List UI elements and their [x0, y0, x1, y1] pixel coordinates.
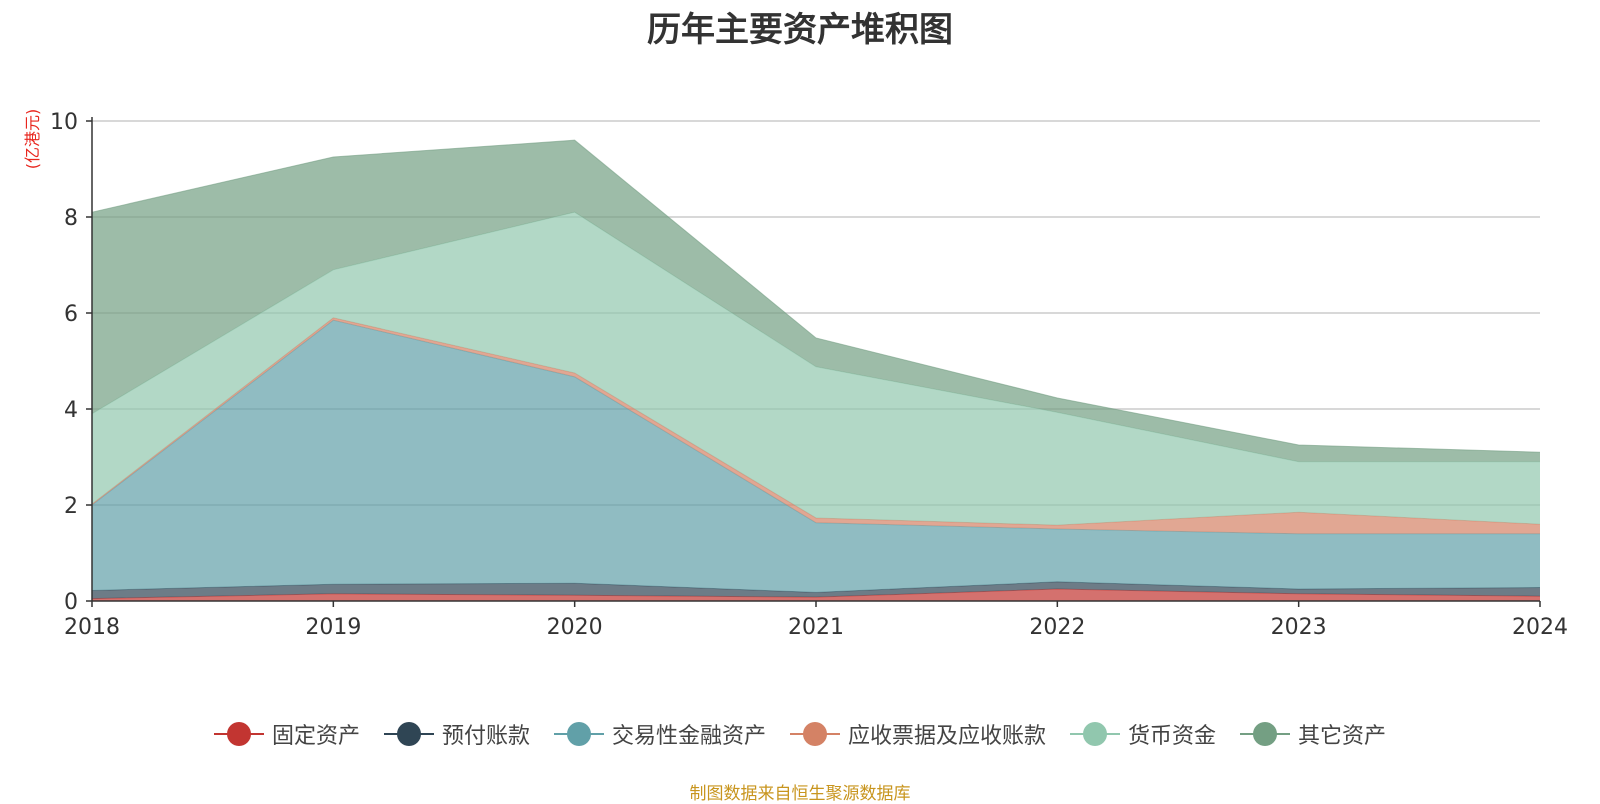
area-其它资产	[92, 140, 1540, 462]
legend-label: 应收票据及应收账款	[848, 724, 1047, 749]
legend-marker-icon	[553, 721, 604, 747]
legend-dot	[1083, 722, 1108, 746]
legend-label: 预付账款	[441, 724, 530, 749]
y-tick-label: 0	[64, 590, 78, 615]
chart-title: 历年主要资产堆积图	[647, 10, 953, 50]
legend-item[interactable]: 货币资金	[1070, 718, 1216, 750]
x-tick-label: 2021	[788, 615, 844, 640]
source-note: 制图数据来自恒生聚源数据库	[689, 784, 911, 804]
legend-label: 其它资产	[1298, 724, 1387, 749]
legend-label: 货币资金	[1128, 724, 1217, 749]
x-tick-label: 2020	[547, 615, 603, 640]
area-series-group	[91, 139, 1541, 601]
legend-marker-icon	[1240, 721, 1291, 747]
legend-label: 固定资产	[271, 724, 360, 749]
legend-label: 交易性金融资产	[611, 724, 766, 749]
area-交易性金融资产	[92, 320, 1540, 593]
y-tick-label: 8	[64, 206, 78, 231]
series-line-其它资产	[91, 139, 1541, 453]
legend-dot	[226, 722, 251, 746]
area-固定资产	[92, 589, 1540, 601]
x-tick-label: 2023	[1271, 615, 1327, 640]
legend-dot	[803, 722, 827, 746]
x-tick-label: 2022	[1029, 615, 1085, 640]
legend-item[interactable]: 固定资产	[213, 718, 360, 750]
y-tick-label: 2	[64, 494, 78, 519]
y-tick-label: 6	[64, 302, 78, 327]
y-tick-label: 10	[50, 110, 78, 135]
legend-item[interactable]: 预付账款	[383, 718, 530, 750]
x-tick-label: 2024	[1512, 615, 1568, 640]
y-tick-label: 4	[64, 398, 78, 423]
legend-marker-icon	[1070, 721, 1121, 747]
legend: 固定资产 预付账款 交易性金融资产 应收票据及应收账款 货币资金 其它资产	[0, 718, 1600, 750]
legend-marker-icon	[790, 721, 840, 747]
legend-item[interactable]: 其它资产	[1240, 718, 1386, 750]
x-tick-label: 2019	[305, 615, 361, 640]
legend-marker-icon	[213, 721, 264, 747]
area-预付账款	[92, 581, 1540, 599]
legend-item[interactable]: 交易性金融资产	[553, 718, 766, 750]
x-tick-label: 2018	[64, 615, 120, 640]
legend-item[interactable]: 应收票据及应收账款	[790, 718, 1046, 750]
legend-dot	[396, 722, 421, 746]
area-货币资金	[92, 212, 1540, 526]
legend-marker-icon	[383, 721, 434, 747]
legend-dot	[1253, 722, 1278, 746]
legend-dot	[566, 722, 591, 746]
axes: 0 2 4 6 8 10 2018 2019 2020 2021 2022 2023 2024	[50, 110, 1568, 640]
stacked-area-chart: 0 2 4 6 8 10 2018 2019 2020 2021 2022 2023 2024	[50, 110, 1568, 640]
